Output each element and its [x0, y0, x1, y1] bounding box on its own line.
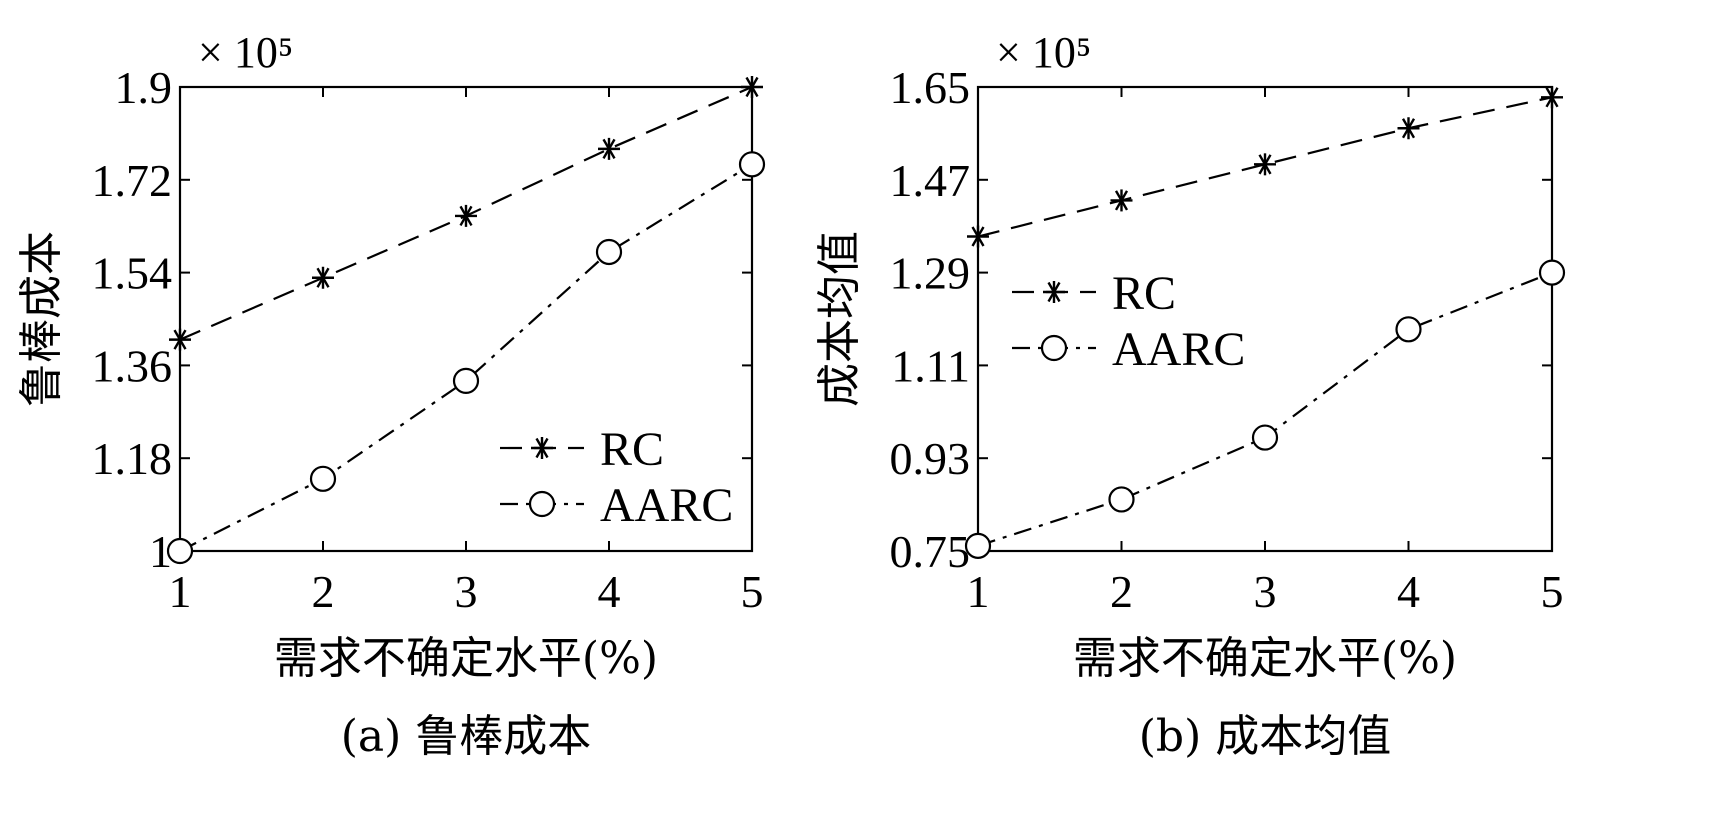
data-point-marker-circle	[1395, 316, 1422, 343]
legend-label-aarc: AARC	[600, 479, 733, 532]
y-tick-label: 0.75	[890, 526, 971, 577]
y-tick-label: 1.9	[115, 62, 173, 113]
data-point-marker-circle	[738, 151, 766, 178]
y-tick-label: 0.93	[890, 433, 971, 484]
series-line-rc	[977, 96, 1553, 238]
series-line-aarc	[977, 271, 1553, 547]
x-tick-label: 5	[1541, 566, 1564, 617]
data-point-marker-asterisk	[741, 76, 763, 98]
x-tick-label: 3	[455, 566, 478, 617]
x-tick-label: 4	[1397, 566, 1420, 617]
x-tick-label: 3	[1254, 566, 1277, 617]
data-point-marker-circle	[1108, 486, 1135, 513]
data-point-marker-asterisk	[1397, 117, 1420, 140]
y-tick-label: 1.54	[92, 248, 173, 299]
data-point-marker-circle	[595, 238, 623, 266]
data-point-marker-asterisk	[1541, 86, 1563, 109]
y-tick-label: 1	[149, 526, 172, 577]
data-point-marker-circle	[1040, 334, 1068, 362]
data-point-marker-asterisk	[312, 266, 334, 289]
data-point-marker-asterisk	[967, 225, 989, 248]
data-point-marker-circle	[309, 465, 337, 492]
y-tick-label: 1.11	[891, 340, 970, 391]
y-axis-label: 成本均值	[814, 231, 865, 407]
chart-panel-a: 1 1.18 1.36 1.54 1.72 1.9 1 2 3 4 5 × 10⁵ 需求不确定水平(%)…	[16, 28, 766, 762]
x-tick-label: 1	[169, 566, 192, 617]
data-point-marker-circle	[964, 532, 992, 559]
y-multiplier-label: × 10⁵	[996, 28, 1091, 77]
data-point-marker-circle	[452, 367, 480, 394]
y-tick-label: 1.72	[92, 155, 173, 206]
data-point-marker-circle	[528, 490, 556, 518]
data-point-marker-circle	[166, 537, 194, 565]
y-axis-label: 鲁棒成本	[16, 231, 67, 407]
y-tick-label: 1.47	[890, 155, 971, 206]
y-tick-label: 1.29	[890, 248, 971, 299]
legend-label-rc: RC	[600, 423, 664, 476]
x-axis-label: 需求不确定水平(%)	[1073, 633, 1457, 684]
x-tick-label: 2	[312, 566, 335, 617]
legend-label-aarc: AARC	[1112, 323, 1245, 376]
data-point-marker-circle	[1538, 259, 1566, 286]
data-point-marker-circle	[1251, 424, 1279, 451]
x-tick-label: 5	[741, 566, 764, 617]
legend-label-rc: RC	[1112, 267, 1176, 320]
data-point-marker-asterisk	[1254, 153, 1276, 176]
data-point-marker-asterisk	[598, 137, 620, 160]
x-tick-label: 1	[967, 566, 990, 617]
data-point-marker-asterisk	[1043, 281, 1065, 303]
data-point-marker-asterisk	[531, 437, 553, 459]
data-point-marker-asterisk	[1110, 189, 1133, 212]
x-tick-label: 4	[598, 566, 621, 617]
y-tick-label: 1.36	[92, 340, 173, 391]
y-multiplier-label: × 10⁵	[198, 28, 293, 77]
y-tick-label: 1.18	[92, 433, 173, 484]
panel-caption: (b) 成本均值	[1139, 711, 1391, 762]
data-point-marker-asterisk	[455, 204, 477, 227]
chart-panel-b: 0.75 0.93 1.11 1.29 1.47 1.65 1 2 3 4 5 × 10⁵ 需求不确定水…	[814, 28, 1566, 762]
x-tick-label: 2	[1110, 566, 1133, 617]
y-tick-label: 1.65	[890, 62, 971, 113]
data-point-marker-asterisk	[169, 328, 191, 351]
panel-caption: (a) 鲁棒成本	[341, 711, 592, 762]
x-axis-label: 需求不确定水平(%)	[274, 633, 658, 684]
